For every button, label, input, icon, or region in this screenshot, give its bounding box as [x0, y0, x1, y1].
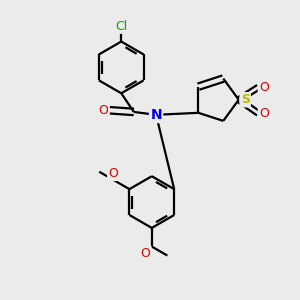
- Text: O: O: [259, 107, 269, 120]
- Text: Cl: Cl: [115, 20, 128, 33]
- Text: O: O: [140, 247, 150, 260]
- Text: N: N: [150, 108, 162, 122]
- Text: O: O: [108, 167, 118, 180]
- Text: O: O: [99, 103, 109, 117]
- Text: O: O: [259, 81, 269, 94]
- Text: S: S: [241, 93, 250, 106]
